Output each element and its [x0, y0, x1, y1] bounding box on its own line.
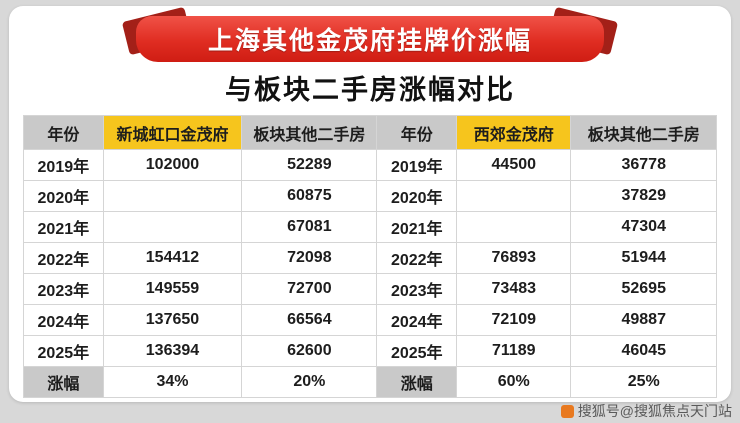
- subtitle: 与板块二手房涨幅对比: [225, 75, 515, 105]
- column-header-xincheng-hongkou: 新城虹口金茂府: [102, 115, 243, 150]
- table-cell: 71189: [456, 335, 572, 367]
- growth-value: 20%: [241, 366, 378, 398]
- table-cell: 2023年: [23, 273, 104, 305]
- table-cell: 2020年: [376, 180, 458, 212]
- table-cell: 2021年: [376, 211, 458, 243]
- table-cell: 46045: [570, 335, 717, 367]
- table-cell: [456, 180, 572, 212]
- table-cell: 137650: [102, 304, 243, 336]
- table-cell: 47304: [570, 211, 717, 243]
- growth-label: 涨幅: [376, 366, 458, 398]
- table-cell: 136394: [102, 335, 243, 367]
- table-cell: 72098: [241, 242, 378, 274]
- table-cell: 44500: [456, 149, 572, 181]
- table-row: 2019年 102000 52289 2019年 44500 36778: [23, 149, 717, 181]
- table-cell: 49887: [570, 304, 717, 336]
- table-cell: 2024年: [23, 304, 104, 336]
- table-cell: 73483: [456, 273, 572, 305]
- table-cell: 76893: [456, 242, 572, 274]
- table-cell: 72109: [456, 304, 572, 336]
- table-row: 2021年 67081 2021年 47304: [23, 211, 717, 243]
- table-cell: 62600: [241, 335, 378, 367]
- table-cell: 2025年: [23, 335, 104, 367]
- table-row: 2023年 149559 72700 2023年 73483 52695: [23, 273, 717, 305]
- table-row: 2025年 136394 62600 2025年 71189 46045: [23, 335, 717, 367]
- table-cell: [456, 211, 572, 243]
- title-ribbon: 上海其他金茂府挂牌价涨幅: [9, 6, 731, 66]
- price-comparison-table: 年份 新城虹口金茂府 板块其他二手房 年份 西郊金茂府 板块其他二手房 2019…: [23, 115, 717, 398]
- table-row: 2022年 154412 72098 2022年 76893 51944: [23, 242, 717, 274]
- table-cell: 37829: [570, 180, 717, 212]
- table-cell: 67081: [241, 211, 378, 243]
- ribbon-band: 上海其他金茂府挂牌价涨幅: [136, 16, 604, 62]
- table-cell: 2021年: [23, 211, 104, 243]
- column-header-xijiao: 西郊金茂府: [456, 115, 572, 150]
- growth-value: 34%: [102, 366, 243, 398]
- table-cell: 72700: [241, 273, 378, 305]
- table-cell: [102, 180, 243, 212]
- column-header-sector-left: 板块其他二手房: [241, 115, 378, 150]
- table-cell: 36778: [570, 149, 717, 181]
- table-cell: 154412: [102, 242, 243, 274]
- sohu-logo-icon: [560, 404, 574, 418]
- growth-value: 25%: [570, 366, 717, 398]
- table-cell: 2020年: [23, 180, 104, 212]
- table-cell: 2019年: [376, 149, 458, 181]
- table-cell: 102000: [102, 149, 243, 181]
- main-title: 上海其他金茂府挂牌价涨幅: [207, 27, 532, 55]
- growth-value: 60%: [456, 366, 572, 398]
- column-header-year-right: 年份: [376, 115, 458, 150]
- header-row: 年份 新城虹口金茂府 板块其他二手房 年份 西郊金茂府 板块其他二手房: [23, 115, 717, 150]
- infographic-card: 上海其他金茂府挂牌价涨幅 与板块二手房涨幅对比 年份 新城虹口金茂府 板块其他二…: [9, 6, 731, 402]
- watermark-text: 搜狐号@搜狐焦点天门站: [577, 403, 732, 419]
- table-cell: 52695: [570, 273, 717, 305]
- table-cell: 2019年: [23, 149, 104, 181]
- watermark: 搜狐号@搜狐焦点天门站: [560, 401, 732, 421]
- table-cell: 60875: [241, 180, 378, 212]
- table-cell: 2022年: [23, 242, 104, 274]
- table-cell: 2022年: [376, 242, 458, 274]
- column-header-year-left: 年份: [23, 115, 104, 150]
- growth-label: 涨幅: [23, 366, 104, 398]
- table-cell: 51944: [570, 242, 717, 274]
- table-cell: 2023年: [376, 273, 458, 305]
- table-row: 2024年 137650 66564 2024年 72109 49887: [23, 304, 717, 336]
- table-cell: [102, 211, 243, 243]
- table-cell: 2024年: [376, 304, 458, 336]
- growth-row: 涨幅 34% 20% 涨幅 60% 25%: [23, 366, 717, 398]
- table-cell: 2025年: [376, 335, 458, 367]
- table-row: 2020年 60875 2020年 37829: [23, 180, 717, 212]
- table-cell: 66564: [241, 304, 378, 336]
- table-cell: 52289: [241, 149, 378, 181]
- column-header-sector-right: 板块其他二手房: [570, 115, 717, 150]
- table-cell: 149559: [102, 273, 243, 305]
